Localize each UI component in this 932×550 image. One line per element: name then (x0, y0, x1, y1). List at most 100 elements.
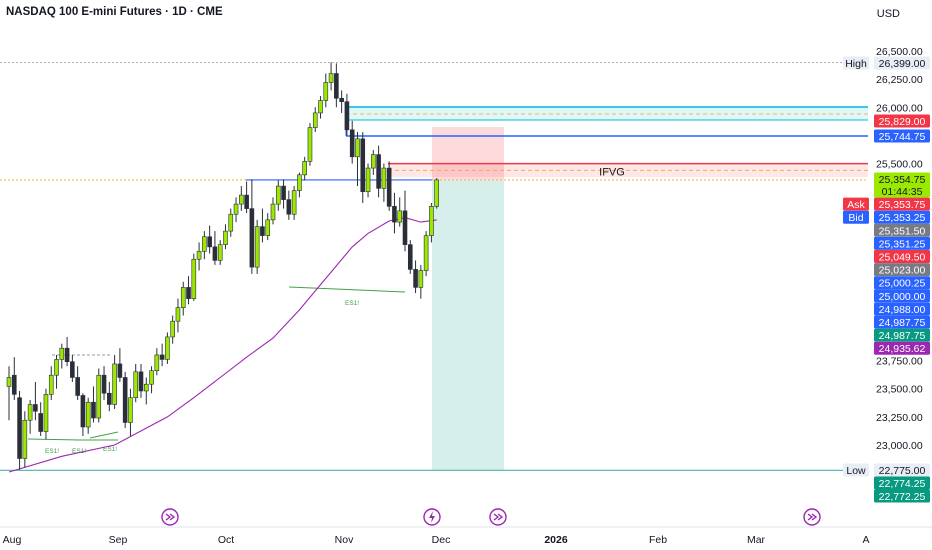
candle-body (96, 374, 102, 419)
candle-body (202, 236, 207, 252)
candle-body (17, 397, 22, 459)
chart-title: NASDAQ 100 E-mini Futures · 1D · CME (6, 6, 223, 18)
price-tag-prefix-bg (843, 56, 869, 70)
price-tag: 22,772.25 (874, 489, 930, 503)
candle-body (228, 213, 234, 232)
moving-average-line (8, 217, 437, 473)
candle-body (196, 251, 202, 260)
candle-body (170, 320, 175, 338)
candle-body (101, 374, 107, 394)
price-tag-prefix: High (845, 58, 867, 70)
candle-body (249, 208, 255, 268)
candle-body (233, 203, 239, 215)
x-tick-label: A (862, 534, 869, 546)
price-tag-label: 25,000.25 (879, 278, 926, 290)
candle-body (397, 210, 403, 223)
price-tag: 25,000.25 (874, 276, 930, 290)
x-tick-label: Mar (747, 534, 766, 546)
candle-body (138, 371, 144, 392)
price-tag-label: 26,399.00 (879, 58, 926, 70)
price-tag: 22,774.25 (874, 476, 930, 490)
x-tick-label: Dec (432, 534, 451, 546)
candle-body (434, 179, 439, 207)
candle-body (48, 374, 54, 395)
es-line-0 (27, 438, 81, 441)
candle-body (344, 101, 350, 131)
candle-body (355, 138, 360, 158)
price-tag: 24,987.75 (874, 328, 930, 342)
economic-event-icon[interactable] (803, 508, 821, 526)
candle-body (371, 154, 376, 169)
es-label-1: ES1! (72, 448, 86, 455)
candle-body (107, 392, 112, 405)
candle-body (59, 347, 65, 360)
economic-event-icon[interactable] (489, 508, 507, 526)
currency-label[interactable]: USD (876, 8, 900, 20)
candle-body (297, 174, 302, 191)
candle-body (244, 194, 249, 209)
candle-body (70, 361, 75, 378)
price-tag: 25,351.25 (874, 236, 930, 250)
candle-body (334, 73, 339, 99)
candle-body (339, 97, 344, 102)
price-tag: 25,023.00 (874, 263, 930, 277)
candle-body (143, 383, 149, 392)
es-line-3 (288, 286, 406, 293)
price-tag-prefix: Low (846, 465, 866, 477)
price-tag-label: 25,829.00 (879, 116, 926, 128)
price-tag: 25,744.75 (874, 129, 930, 143)
candle-body (365, 167, 371, 193)
candle-body (360, 138, 366, 193)
candle-body (180, 287, 186, 308)
candle-body (133, 371, 139, 399)
candle-body (418, 270, 424, 288)
earnings-event-icon[interactable] (423, 508, 441, 526)
x-tick-label: Oct (218, 534, 234, 546)
candle-body (281, 185, 286, 200)
candle-body (270, 203, 276, 221)
candle-body (11, 374, 17, 395)
economic-event-icon[interactable] (161, 508, 179, 526)
y-tick-label: 23,500.00 (876, 384, 923, 396)
candle-body (323, 82, 329, 101)
candle-body (186, 287, 191, 299)
x-tick-label: 2026 (544, 534, 568, 546)
price-tag: 24,987.75 (874, 315, 930, 329)
candle-body (212, 246, 218, 261)
candle-body (154, 354, 160, 372)
candle-body (27, 404, 33, 421)
price-tag-label: 22,774.25 (879, 478, 926, 490)
es-label-2: ES1! (103, 446, 117, 453)
candle-body (392, 206, 397, 223)
x-tick-label: Sep (109, 534, 128, 546)
candle-body (312, 112, 318, 128)
candle-body (33, 404, 38, 412)
candle-body (159, 354, 165, 360)
candle-body (239, 194, 244, 205)
price-tag-label: 25,351.50 (879, 225, 926, 237)
y-tick-label: 26,250.00 (876, 74, 923, 86)
candle-body (117, 363, 123, 378)
candle-body (64, 347, 70, 362)
price-tag: 25,049.50 (874, 250, 930, 264)
x-tick-label: Aug (3, 534, 22, 546)
price-tag-label: 25,354.75 (879, 174, 926, 186)
es-line-2 (89, 431, 119, 439)
candle-body (386, 167, 392, 207)
es-label-0: ES1! (45, 448, 59, 455)
price-tag: 22,775.00 Low (843, 463, 930, 477)
candle-body (349, 129, 355, 158)
y-tick-label: 26,000.00 (876, 102, 923, 114)
candle-body (286, 199, 292, 215)
candle-body (402, 210, 408, 245)
candle-body (54, 359, 59, 376)
price-tag-label: 24,987.75 (879, 317, 926, 329)
candle-body (75, 377, 80, 396)
ifvg-label: IFVG (599, 167, 625, 179)
price-tag: 24,988.00 (874, 302, 930, 316)
price-tag-label: 22,772.25 (879, 491, 926, 503)
fvg-zone-cyan (346, 107, 868, 120)
price-tag-label: 24,935.62 (879, 343, 926, 355)
price-tag: 25,351.50 (874, 223, 930, 237)
